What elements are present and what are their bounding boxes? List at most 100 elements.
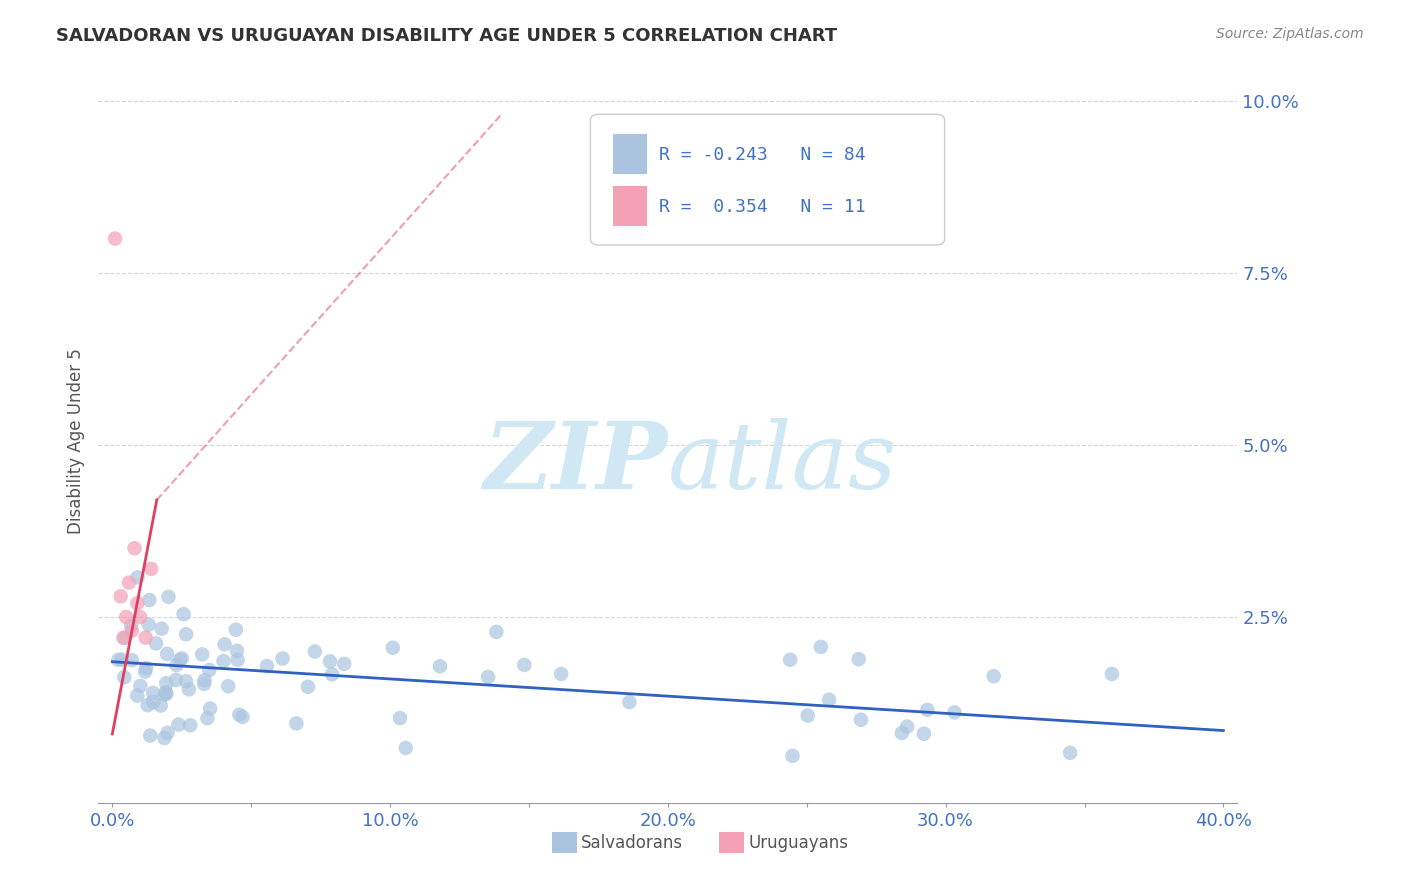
Point [381, 640, 404, 655]
Point [890, 726, 912, 740]
Point [297, 680, 319, 694]
Point [173, 607, 195, 622]
Point [849, 713, 872, 727]
Point [138, 593, 160, 607]
Point [135, 631, 157, 645]
Point [167, 717, 190, 731]
Point [174, 674, 197, 689]
Point [141, 562, 163, 576]
Point [120, 619, 142, 633]
Point [779, 653, 801, 667]
Point [198, 701, 221, 715]
Point [134, 665, 156, 679]
Point [127, 570, 149, 584]
Text: R = -0.243   N = 84: R = -0.243 N = 84 [659, 145, 865, 164]
Point [193, 677, 215, 691]
Point [485, 624, 508, 639]
Point [118, 575, 141, 590]
Point [112, 631, 135, 645]
Point [129, 679, 152, 693]
Point [319, 654, 342, 668]
Point [304, 644, 326, 658]
Point [217, 679, 239, 693]
Text: SALVADORAN VS URUGUAYAN DISABILITY AGE UNDER 5 CORRELATION CHART: SALVADORAN VS URUGUAYAN DISABILITY AGE U… [56, 27, 838, 45]
Point [155, 676, 177, 690]
Point [796, 708, 818, 723]
Text: Salvadorans: Salvadorans [581, 833, 683, 852]
Point [121, 653, 143, 667]
Point [153, 731, 176, 745]
Point [848, 652, 870, 666]
Point [155, 685, 177, 699]
Point [226, 653, 249, 667]
Point [121, 624, 143, 638]
Point [226, 644, 249, 658]
Point [142, 686, 165, 700]
Point [228, 707, 250, 722]
Point [156, 725, 179, 739]
Point [271, 651, 294, 665]
Point [135, 661, 157, 675]
Point [124, 541, 146, 556]
Point [818, 693, 841, 707]
Point [111, 652, 134, 666]
Point [170, 651, 193, 665]
Point [477, 670, 499, 684]
Point [513, 657, 536, 672]
Point [157, 590, 180, 604]
Point [138, 617, 160, 632]
FancyBboxPatch shape [591, 114, 945, 245]
Point [194, 673, 217, 688]
Point [212, 654, 235, 668]
Point [197, 711, 219, 725]
Point [1101, 667, 1123, 681]
Point [155, 687, 177, 701]
Point [321, 667, 343, 681]
Point [191, 648, 214, 662]
Point [619, 695, 641, 709]
Point [429, 659, 451, 673]
Point [153, 688, 176, 702]
Point [912, 727, 935, 741]
Text: Uruguayans: Uruguayans [749, 833, 849, 852]
Point [127, 689, 149, 703]
Bar [613, 186, 647, 227]
Point [256, 659, 278, 673]
Point [333, 657, 356, 671]
Point [165, 673, 187, 687]
Point [165, 658, 187, 673]
Point [149, 698, 172, 713]
Point [145, 636, 167, 650]
Point [104, 231, 127, 245]
Y-axis label: Disability Age Under 5: Disability Age Under 5 [66, 349, 84, 534]
Text: atlas: atlas [668, 418, 897, 508]
Bar [718, 831, 744, 854]
Point [389, 711, 412, 725]
Point [395, 740, 418, 755]
Point [179, 718, 201, 732]
Point [139, 729, 162, 743]
Point [943, 706, 966, 720]
Point [550, 667, 572, 681]
Point [169, 653, 191, 667]
Point [174, 627, 197, 641]
Point [177, 682, 200, 697]
Point [136, 698, 159, 713]
Point [198, 663, 221, 677]
Point [107, 653, 129, 667]
Bar [551, 831, 576, 854]
Point [285, 716, 308, 731]
Point [156, 647, 179, 661]
Point [115, 610, 138, 624]
Point [810, 640, 832, 654]
Text: Source: ZipAtlas.com: Source: ZipAtlas.com [1216, 27, 1364, 41]
Point [112, 670, 135, 684]
Point [127, 596, 149, 610]
Point [150, 622, 173, 636]
Point [114, 631, 136, 645]
Point [896, 720, 918, 734]
Point [782, 748, 804, 763]
Text: R =  0.354   N = 11: R = 0.354 N = 11 [659, 198, 865, 216]
Point [917, 703, 939, 717]
Point [142, 695, 165, 709]
